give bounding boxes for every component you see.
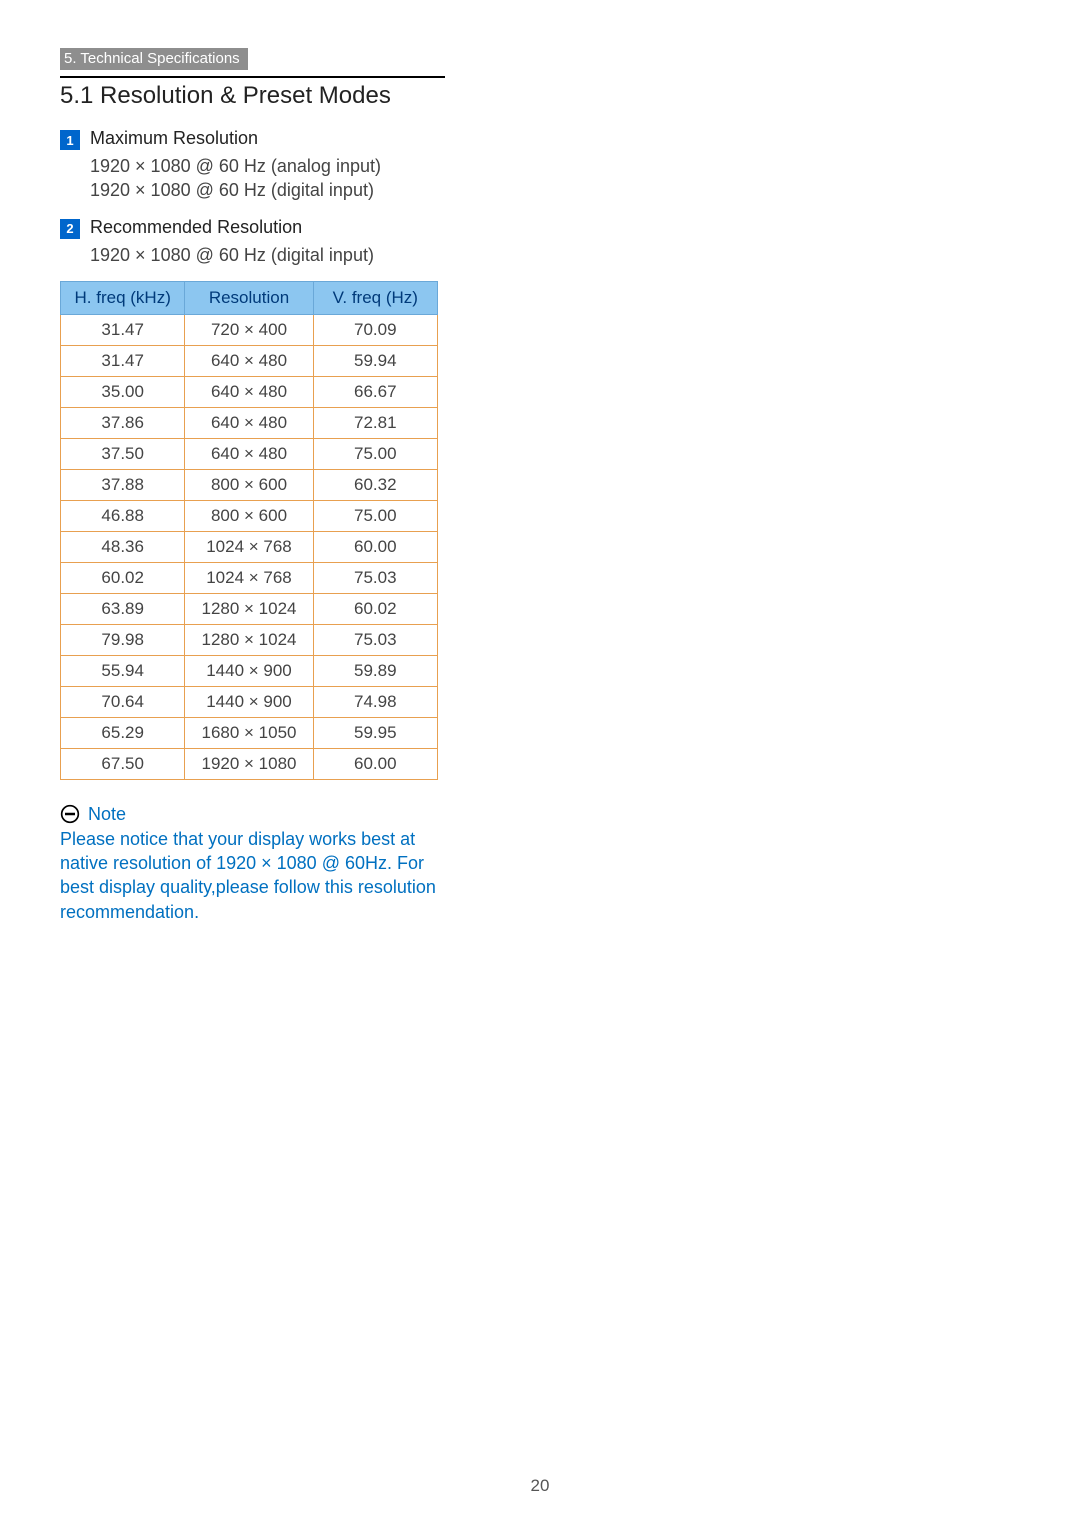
table-cell: 37.50 bbox=[61, 438, 185, 469]
note-text: Please notice that your display works be… bbox=[60, 827, 460, 924]
table-row: 55.941440 × 90059.89 bbox=[61, 655, 438, 686]
table-cell: 640 × 480 bbox=[185, 345, 313, 376]
table-cell: 72.81 bbox=[313, 407, 437, 438]
table-row: 37.86640 × 48072.81 bbox=[61, 407, 438, 438]
table-cell: 60.02 bbox=[61, 562, 185, 593]
table-cell: 55.94 bbox=[61, 655, 185, 686]
table-cell: 70.09 bbox=[313, 314, 437, 345]
table-cell: 1024 × 768 bbox=[185, 562, 313, 593]
table-cell: 75.00 bbox=[313, 500, 437, 531]
table-cell: 640 × 480 bbox=[185, 407, 313, 438]
table-row: 31.47720 × 40070.09 bbox=[61, 314, 438, 345]
table-cell: 59.89 bbox=[313, 655, 437, 686]
resolution-items: 1 Maximum Resolution 1920 × 1080 @ 60 Hz (… bbox=[60, 128, 1020, 267]
table-cell: 65.29 bbox=[61, 717, 185, 748]
note-icon bbox=[60, 804, 80, 824]
table-row: 46.88800 × 60075.00 bbox=[61, 500, 438, 531]
section-divider bbox=[60, 76, 445, 78]
table-cell: 67.50 bbox=[61, 748, 185, 779]
preset-modes-table: H. freq (kHz)ResolutionV. freq (Hz) 31.4… bbox=[60, 281, 438, 780]
table-row: 37.50640 × 48075.00 bbox=[61, 438, 438, 469]
table-cell: 720 × 400 bbox=[185, 314, 313, 345]
table-row: 65.291680 × 105059.95 bbox=[61, 717, 438, 748]
note-title: Note bbox=[88, 804, 126, 825]
table-header-cell: H. freq (kHz) bbox=[61, 281, 185, 314]
table-cell: 1280 × 1024 bbox=[185, 593, 313, 624]
table-cell: 31.47 bbox=[61, 345, 185, 376]
table-cell: 1024 × 768 bbox=[185, 531, 313, 562]
item-label: Maximum Resolution bbox=[90, 128, 258, 149]
table-row: 70.641440 × 90074.98 bbox=[61, 686, 438, 717]
table-cell: 1680 × 1050 bbox=[185, 717, 313, 748]
page-number: 20 bbox=[0, 1476, 1080, 1496]
table-cell: 74.98 bbox=[313, 686, 437, 717]
table-cell: 60.00 bbox=[313, 531, 437, 562]
table-header-cell: V. freq (Hz) bbox=[313, 281, 437, 314]
table-header-cell: Resolution bbox=[185, 281, 313, 314]
table-row: 31.47640 × 48059.94 bbox=[61, 345, 438, 376]
item-line: 1920 × 1080 @ 60 Hz (analog input) bbox=[90, 154, 1020, 178]
table-cell: 66.67 bbox=[313, 376, 437, 407]
breadcrumb: 5. Technical Specifications bbox=[60, 48, 248, 70]
item-badge: 1 bbox=[60, 130, 80, 150]
table-cell: 800 × 600 bbox=[185, 500, 313, 531]
item-line: 1920 × 1080 @ 60 Hz (digital input) bbox=[90, 178, 1020, 202]
table-cell: 640 × 480 bbox=[185, 376, 313, 407]
table-cell: 37.88 bbox=[61, 469, 185, 500]
table-row: 37.88800 × 60060.32 bbox=[61, 469, 438, 500]
table-row: 60.021024 × 76875.03 bbox=[61, 562, 438, 593]
table-cell: 60.32 bbox=[313, 469, 437, 500]
table-cell: 1440 × 900 bbox=[185, 686, 313, 717]
table-cell: 35.00 bbox=[61, 376, 185, 407]
resolution-item: 2 Recommended Resolution bbox=[60, 217, 1020, 239]
table-cell: 37.86 bbox=[61, 407, 185, 438]
table-cell: 79.98 bbox=[61, 624, 185, 655]
section-title: 5.1 Resolution & Preset Modes bbox=[60, 82, 1020, 110]
item-line: 1920 × 1080 @ 60 Hz (digital input) bbox=[90, 243, 1020, 267]
table-cell: 63.89 bbox=[61, 593, 185, 624]
resolution-item: 1 Maximum Resolution bbox=[60, 128, 1020, 150]
table-cell: 59.94 bbox=[313, 345, 437, 376]
table-cell: 1920 × 1080 bbox=[185, 748, 313, 779]
table-cell: 640 × 480 bbox=[185, 438, 313, 469]
table-row: 67.501920 × 108060.00 bbox=[61, 748, 438, 779]
table-cell: 75.00 bbox=[313, 438, 437, 469]
note-box: Note Please notice that your display wor… bbox=[60, 804, 460, 924]
table-cell: 59.95 bbox=[313, 717, 437, 748]
table-cell: 75.03 bbox=[313, 624, 437, 655]
table-row: 63.891280 × 102460.02 bbox=[61, 593, 438, 624]
table-cell: 800 × 600 bbox=[185, 469, 313, 500]
table-row: 35.00640 × 48066.67 bbox=[61, 376, 438, 407]
table-row: 79.981280 × 102475.03 bbox=[61, 624, 438, 655]
table-cell: 46.88 bbox=[61, 500, 185, 531]
table-cell: 60.00 bbox=[313, 748, 437, 779]
table-cell: 48.36 bbox=[61, 531, 185, 562]
table-cell: 75.03 bbox=[313, 562, 437, 593]
table-cell: 31.47 bbox=[61, 314, 185, 345]
table-cell: 60.02 bbox=[313, 593, 437, 624]
table-cell: 70.64 bbox=[61, 686, 185, 717]
item-badge: 2 bbox=[60, 219, 80, 239]
table-cell: 1280 × 1024 bbox=[185, 624, 313, 655]
table-row: 48.361024 × 76860.00 bbox=[61, 531, 438, 562]
item-label: Recommended Resolution bbox=[90, 217, 302, 238]
table-cell: 1440 × 900 bbox=[185, 655, 313, 686]
